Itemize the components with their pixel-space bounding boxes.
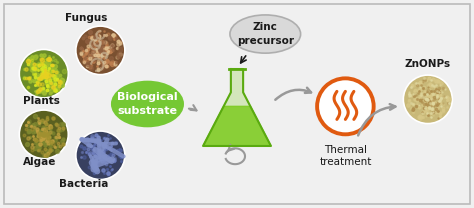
- Polygon shape: [203, 106, 271, 146]
- Circle shape: [317, 78, 374, 134]
- Text: Biological
substrate: Biological substrate: [117, 92, 178, 116]
- Text: Zinc
precursor: Zinc precursor: [237, 22, 294, 46]
- Text: Algae: Algae: [23, 157, 56, 167]
- Text: Plants: Plants: [23, 96, 59, 106]
- Text: Bacteria: Bacteria: [59, 179, 109, 189]
- Polygon shape: [203, 69, 271, 146]
- Circle shape: [19, 50, 68, 98]
- Text: Fungus: Fungus: [65, 14, 108, 24]
- Text: Thermal
treatment: Thermal treatment: [319, 145, 372, 167]
- Text: ZnONPs: ZnONPs: [405, 59, 451, 69]
- Circle shape: [76, 26, 125, 75]
- Circle shape: [19, 110, 68, 158]
- Ellipse shape: [111, 81, 184, 127]
- Ellipse shape: [230, 15, 301, 53]
- Circle shape: [403, 75, 452, 124]
- Circle shape: [76, 131, 125, 180]
